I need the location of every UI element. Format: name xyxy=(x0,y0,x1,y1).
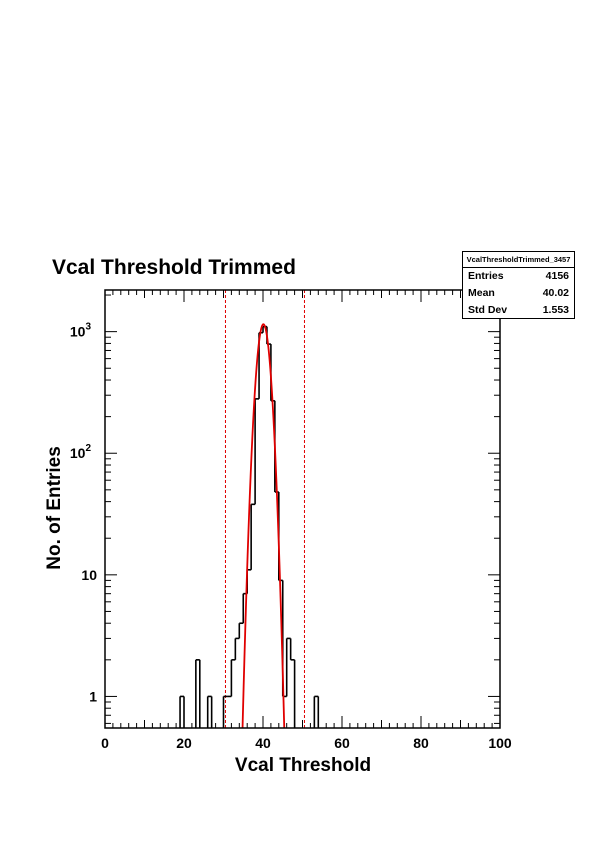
stats-row-stddev: Std Dev 1.553 xyxy=(463,302,574,319)
stats-row-mean: Mean 40.02 xyxy=(463,285,574,302)
chart-title: Vcal Threshold Trimmed xyxy=(52,256,296,279)
x-tick-label: 100 xyxy=(488,735,512,751)
plot-content xyxy=(179,290,320,728)
stats-row-entries: Entries 4156 xyxy=(463,268,574,285)
gaussian-fit-curve xyxy=(241,323,286,728)
x-tick-label: 60 xyxy=(334,735,350,751)
stats-label: Mean xyxy=(468,287,495,299)
y-axis-title: No. of Entries xyxy=(44,446,65,570)
x-tick-label: 0 xyxy=(101,735,109,751)
x-tick-label: 80 xyxy=(413,735,429,751)
x-axis-title: Vcal Threshold xyxy=(235,755,371,776)
x-axis-ticks: 0 20 40 60 80 100 xyxy=(101,290,512,751)
y-axis-ticks: 1 10 102 103 xyxy=(70,294,500,724)
stats-label: Std Dev xyxy=(468,304,508,316)
stats-label: Entries xyxy=(468,270,504,282)
stats-name: VcalThresholdTrimmed_3457 xyxy=(463,252,574,268)
y-tick-label: 103 xyxy=(70,322,92,340)
plot-frame xyxy=(104,289,501,729)
stats-value: 4156 xyxy=(545,270,569,282)
y-tick-label: 102 xyxy=(70,443,92,461)
x-tick-label: 40 xyxy=(255,735,271,751)
y-tick-label: 10 xyxy=(81,567,97,583)
stats-value: 40.02 xyxy=(542,287,569,299)
stats-box: VcalThresholdTrimmed_3457 Entries 4156 M… xyxy=(462,251,575,319)
x-tick-label: 20 xyxy=(176,735,192,751)
stats-value: 1.553 xyxy=(542,304,569,316)
y-tick-label: 1 xyxy=(89,688,97,704)
